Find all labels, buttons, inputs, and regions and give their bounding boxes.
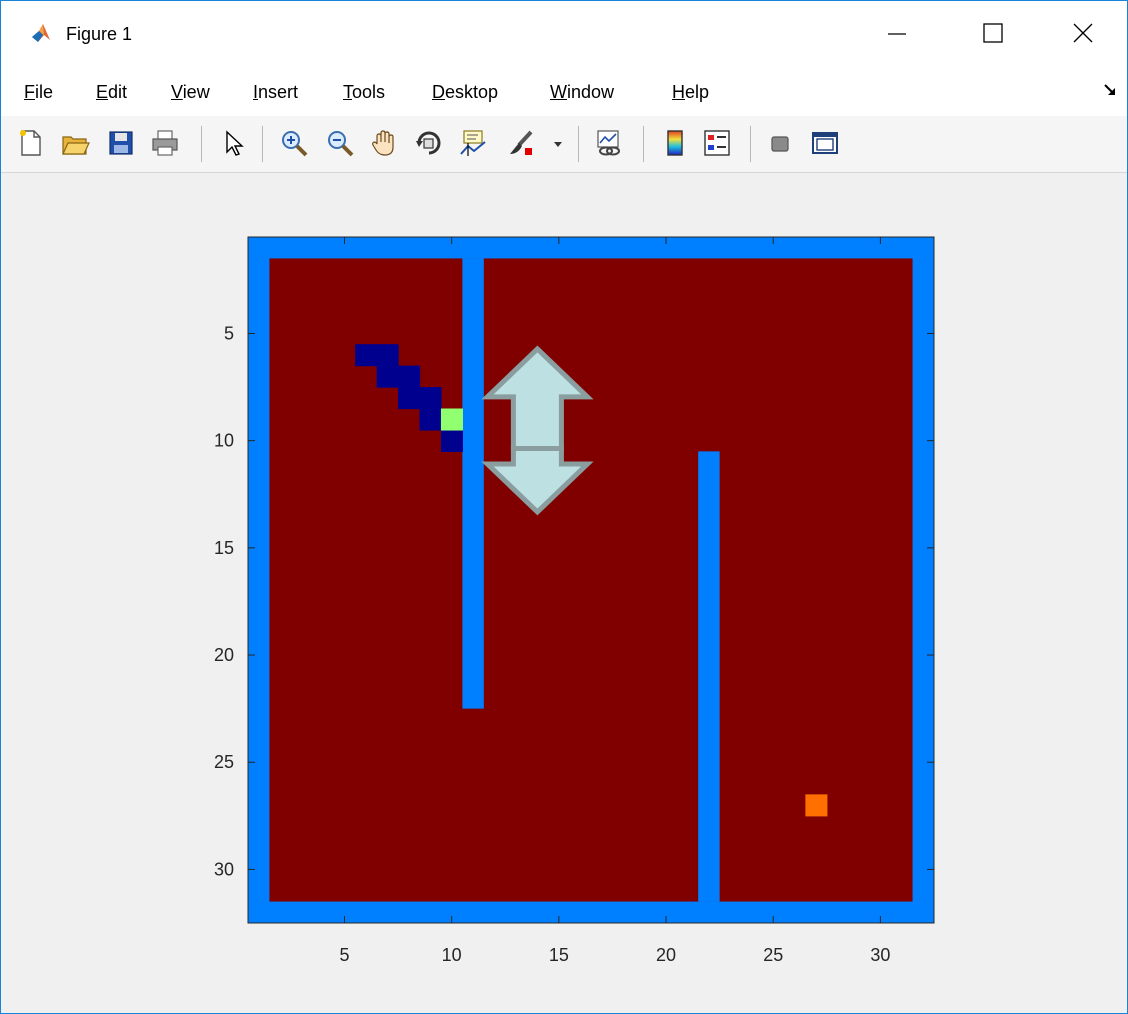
pan-icon[interactable]: [369, 128, 399, 158]
wall-segment: [698, 451, 720, 902]
data-cursor-icon[interactable]: [458, 128, 488, 158]
y-tick-label: 20: [214, 645, 234, 665]
menu-tools[interactable]: Tools: [343, 82, 386, 102]
hide-plot-tools-icon[interactable]: [766, 128, 796, 158]
colorbar-icon[interactable]: [660, 128, 690, 158]
figure-canvas: 5 10 15 20 25 30 5 10 15 20 25 30: [0, 173, 1128, 1014]
matlab-logo-icon: [32, 24, 50, 42]
brush-icon[interactable]: [506, 128, 536, 158]
x-tick-label: 25: [763, 945, 783, 965]
wall-segment: [462, 258, 484, 709]
x-tick-label: 15: [549, 945, 569, 965]
pointer-icon[interactable]: [218, 128, 248, 158]
menu-insert[interactable]: Insert: [253, 82, 299, 102]
minimize-button[interactable]: [858, 10, 928, 56]
open-file-icon[interactable]: [60, 128, 90, 158]
y-tick-label: 5: [224, 323, 234, 343]
zoom-in-icon[interactable]: [279, 128, 309, 158]
rotate-3d-icon[interactable]: [414, 128, 444, 158]
show-plot-tools-icon[interactable]: [810, 128, 840, 158]
y-tick-label: 30: [214, 859, 234, 879]
y-tick-label: 15: [214, 538, 234, 558]
new-figure-icon[interactable]: [16, 128, 46, 158]
figure-toolbar: [0, 116, 1128, 173]
trail-cell: [419, 387, 442, 410]
menu-desktop[interactable]: Desktop: [432, 82, 499, 102]
x-tick-label: 5: [339, 945, 349, 965]
legend-icon[interactable]: [702, 128, 732, 158]
close-icon: [1073, 23, 1093, 43]
goal-cell: [805, 794, 828, 817]
title-bar: Figure 1: [0, 0, 1128, 66]
x-tick-label: 20: [656, 945, 676, 965]
save-icon[interactable]: [106, 128, 136, 158]
heatmap-cells: [248, 237, 934, 923]
x-tick-label: 10: [442, 945, 462, 965]
menu-window[interactable]: Window: [550, 82, 615, 102]
maximize-icon: [983, 23, 1003, 43]
agent-cell: [440, 408, 463, 431]
maximize-button[interactable]: [952, 10, 1022, 56]
menu-help[interactable]: Help: [672, 82, 710, 102]
trail-cell: [355, 344, 378, 367]
annotation-arrow-down: [481, 445, 594, 516]
trail-cell: [440, 429, 463, 452]
toolbar-separator: [262, 126, 263, 162]
close-button[interactable]: [1046, 10, 1116, 56]
trail-cell: [398, 365, 421, 388]
menu-bar: File Edit View Insert Tools Desktop Wind…: [0, 66, 1128, 116]
zoom-out-icon[interactable]: [325, 128, 355, 158]
window-title: Figure 1: [66, 24, 133, 44]
axes[interactable]: 5 10 15 20 25 30 5 10 15 20 25 30: [0, 173, 1128, 1014]
trail-cell: [376, 365, 399, 388]
x-tick-label: 30: [870, 945, 890, 965]
menu-edit[interactable]: Edit: [96, 82, 128, 102]
toolbar-separator: [201, 126, 202, 162]
brush-dropdown-icon[interactable]: [548, 128, 568, 158]
annotation-layer: [481, 345, 594, 516]
toolbar-separator: [578, 126, 579, 162]
y-tick-label: 10: [214, 431, 234, 451]
trail-cell: [376, 344, 399, 367]
menu-file[interactable]: File: [24, 82, 54, 102]
axes-frame: [247, 236, 935, 924]
trail-cell: [419, 408, 442, 431]
axis-ticks: 5 10 15 20 25 30 5 10 15 20 25 30: [214, 237, 934, 965]
toolbar-separator: [643, 126, 644, 162]
menu-view[interactable]: View: [171, 82, 210, 102]
dock-arrow-icon[interactable]: [1102, 82, 1118, 98]
trail-cell: [398, 387, 421, 410]
y-tick-label: 25: [214, 752, 234, 772]
toolbar-separator: [750, 126, 751, 162]
minimize-icon: [888, 33, 906, 35]
link-plot-icon[interactable]: [594, 128, 624, 158]
print-icon[interactable]: [150, 128, 180, 158]
